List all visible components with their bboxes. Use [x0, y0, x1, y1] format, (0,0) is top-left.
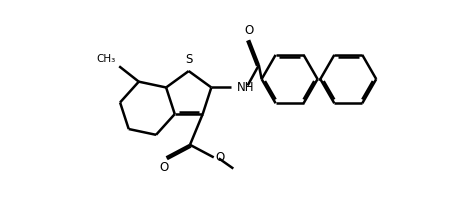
Text: O: O — [216, 151, 225, 164]
Text: O: O — [159, 161, 168, 174]
Text: NH: NH — [237, 81, 254, 94]
Text: CH₃: CH₃ — [96, 54, 116, 64]
Text: S: S — [185, 53, 193, 67]
Text: O: O — [245, 24, 254, 37]
